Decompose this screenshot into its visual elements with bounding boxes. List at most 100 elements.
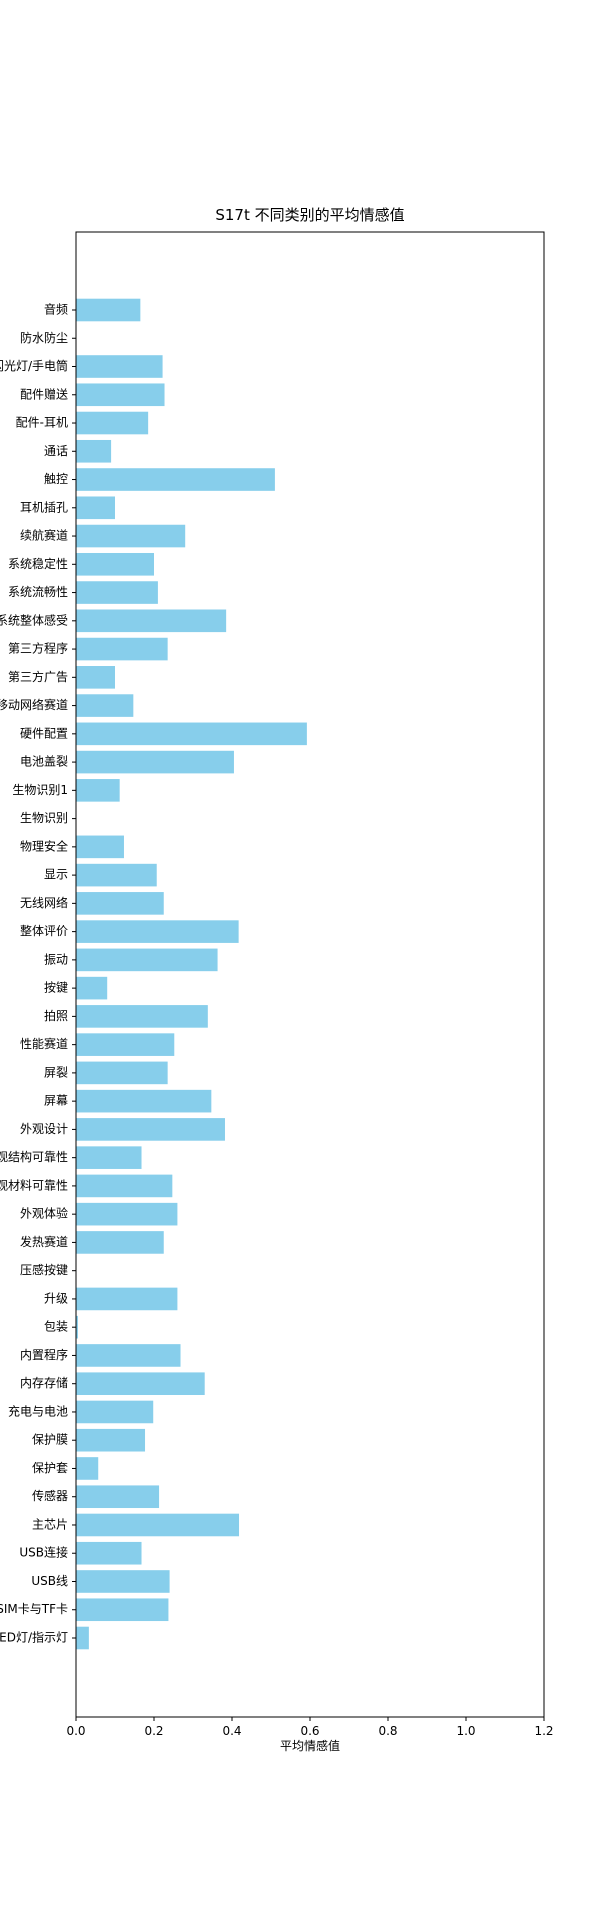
y-tick-label: 生物识别: [20, 811, 68, 825]
bar: [76, 1457, 99, 1480]
bar: [76, 1174, 173, 1198]
bar: [76, 1344, 181, 1367]
y-tick-label: 第三方广告: [8, 669, 68, 684]
bar: [76, 1626, 89, 1650]
bar: [76, 1061, 168, 1085]
x-tick-label: 1.2: [534, 1724, 553, 1738]
y-tick-label: 系统整体感受: [0, 612, 68, 627]
y-tick-label: 外观材料可靠性: [0, 1178, 68, 1192]
bar: [76, 920, 239, 943]
y-tick-label: 通话: [44, 444, 68, 458]
bar: [76, 1089, 212, 1113]
plot-area-frame: [75, 231, 545, 1718]
bar: [76, 411, 149, 435]
bar: [76, 835, 124, 859]
y-tick-label: 第三方程序: [8, 641, 68, 656]
y-tick-label: 配件-耳机: [16, 416, 68, 430]
y-tick-label: 传感器: [32, 1488, 68, 1503]
bar: [76, 524, 186, 548]
y-tick-label: 防水防尘: [20, 330, 68, 345]
bar: [76, 355, 163, 378]
y-tick-label: 振动: [44, 952, 68, 966]
y-tick-label: 系统稳定性: [8, 556, 68, 571]
y-tick-label: 屏幕: [44, 1094, 68, 1108]
bar: [76, 439, 112, 463]
y-tick-label: 压感按键: [20, 1262, 68, 1277]
y-tick-label: 外观设计: [20, 1122, 68, 1136]
y-tick-labels: 音频防水防尘闪光灯/手电筒配件赠送配件-耳机通话触控耳机插孔续航赛道系统稳定性系…: [0, 302, 76, 1645]
y-tick-label: 包装: [44, 1320, 68, 1334]
bar: [76, 468, 275, 491]
bar: [76, 948, 218, 972]
bar: [76, 666, 115, 689]
y-tick-label: 音频: [44, 302, 68, 317]
y-tick-label: 内存存储: [20, 1375, 68, 1390]
bar: [76, 1033, 175, 1056]
y-tick-label: 无线网络: [20, 895, 68, 910]
bar: [76, 1315, 78, 1339]
y-tick-label: 主芯片: [32, 1517, 68, 1531]
bar: [76, 1570, 170, 1593]
bar: [76, 1202, 178, 1226]
y-tick-label: 物理安全: [20, 838, 68, 853]
bar: [76, 1598, 169, 1622]
y-tick-label: 系统流畅性: [8, 585, 68, 599]
bar: [76, 581, 158, 604]
y-tick-label: 移动网络赛道: [0, 697, 68, 712]
bar: [76, 1146, 142, 1169]
y-tick-label: LED灯/指示灯: [0, 1630, 68, 1645]
x-tick-labels: 0.0 0.2 0.4 0.6 0.8 1.0 1.2: [66, 1717, 554, 1738]
bar: [76, 1118, 225, 1141]
x-tick-label: 0.6: [300, 1724, 319, 1738]
y-tick-label: 按键: [44, 981, 68, 995]
bar: [76, 1287, 178, 1311]
x-tick-label: 0.0: [66, 1724, 85, 1738]
y-tick-label: 耳机插孔: [20, 500, 68, 514]
bar: [76, 694, 134, 717]
x-tick-label: 1.0: [456, 1724, 475, 1738]
bar: [76, 552, 154, 576]
bar: [76, 637, 168, 661]
bar: [76, 1372, 205, 1396]
bar: [76, 1541, 142, 1565]
bar: [76, 722, 307, 746]
bar: [76, 1231, 164, 1254]
y-tick-label: 内置程序: [20, 1347, 68, 1362]
y-tick-label: 硬件配置: [20, 726, 68, 740]
y-tick-label: 生物识别1: [12, 783, 68, 797]
y-tick-label: 屏裂: [44, 1065, 68, 1079]
x-axis-label: 平均情感值: [280, 1738, 340, 1753]
bar: [76, 1400, 154, 1424]
chart-title: S17t 不同类别的平均情感值: [215, 206, 404, 224]
y-tick-label: 外观体验: [20, 1206, 68, 1221]
y-tick-label: 续航赛道: [20, 528, 68, 543]
x-tick-label: 0.8: [378, 1724, 397, 1738]
y-tick-label: 拍照: [44, 1008, 68, 1023]
bar: [76, 298, 141, 322]
bar: [76, 1428, 146, 1452]
x-tick-label: 0.4: [222, 1724, 241, 1738]
y-tick-label: 性能赛道: [20, 1036, 68, 1051]
y-tick-label: 保护膜: [32, 1433, 68, 1447]
y-tick-label: 充电与电池: [8, 1403, 68, 1418]
y-tick-label: 显示: [44, 868, 68, 882]
y-tick-label: 整体评价: [20, 923, 68, 938]
y-tick-label: 闪光灯/手电筒: [0, 358, 68, 373]
bar: [76, 1005, 208, 1028]
bar: [76, 892, 164, 915]
y-tick-label: SIM卡与TF卡: [0, 1602, 68, 1616]
y-tick-label: 保护套: [32, 1461, 68, 1475]
bar: [76, 976, 108, 1000]
y-tick-label: 触控: [44, 472, 68, 486]
y-tick-label: 发热赛道: [20, 1234, 68, 1249]
y-tick-label: 配件赠送: [20, 386, 68, 401]
bar: [76, 1513, 240, 1537]
bar: [76, 383, 165, 407]
y-tick-label: USB线: [31, 1574, 68, 1588]
y-tick-label: 电池盖裂: [20, 755, 68, 769]
bars-group: [76, 298, 307, 1650]
y-tick-label: 升级: [44, 1291, 68, 1305]
bar: [76, 779, 120, 802]
bar: [76, 609, 227, 633]
